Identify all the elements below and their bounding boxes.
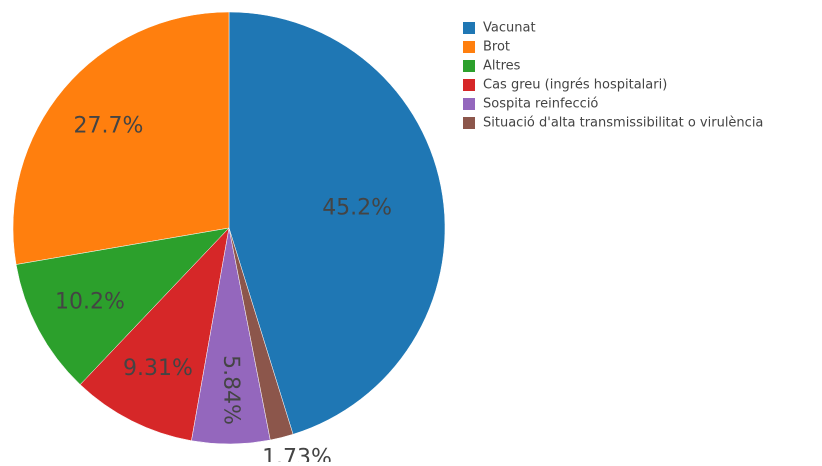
legend-text[interactable]: Situació d'alta transmissibilitat o viru… <box>483 116 763 131</box>
pie-slice <box>79 227 230 442</box>
legend-text[interactable]: Altres <box>483 59 521 74</box>
legend-text[interactable]: Brot <box>483 40 510 55</box>
slice-label: 9.31% <box>123 356 193 381</box>
legend-swatch[interactable] <box>463 41 475 53</box>
legend-swatch[interactable] <box>463 117 475 129</box>
legend-text[interactable]: Cas greu (ingrés hospitalari) <box>483 78 667 93</box>
slice-label: 10.2% <box>55 289 125 314</box>
pie-slice <box>12 11 230 265</box>
pie-slice <box>228 227 294 441</box>
slice-label: 45.2% <box>322 196 392 221</box>
legend-swatch[interactable] <box>463 98 475 110</box>
pie-slice <box>228 11 446 435</box>
slice-label: 1.73% <box>262 445 332 462</box>
slice-label: 5.84% <box>218 355 244 425</box>
legend-swatch[interactable] <box>463 22 475 34</box>
pie-slice <box>15 227 230 385</box>
legend-swatch[interactable] <box>463 79 475 91</box>
legend-text[interactable]: Vacunat <box>483 21 536 36</box>
legend-text[interactable]: Sospita reinfecció <box>483 97 598 112</box>
legend-swatch[interactable] <box>463 60 475 72</box>
slice-label: 27.7% <box>73 113 143 138</box>
